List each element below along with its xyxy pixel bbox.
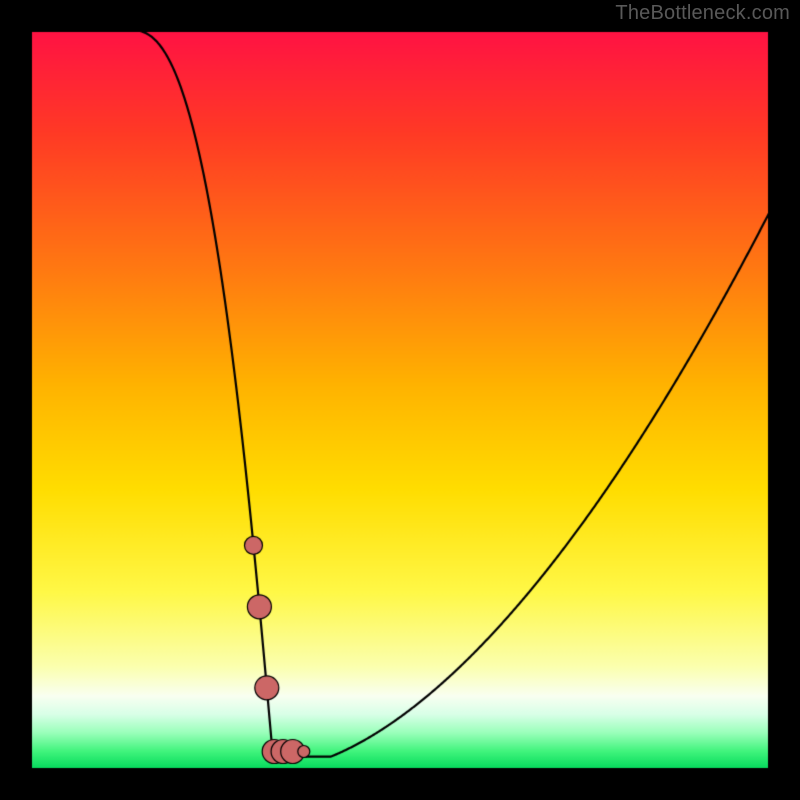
- bottleneck-chart-canvas: [0, 0, 800, 800]
- chart-container: TheBottleneck.com: [0, 0, 800, 800]
- watermark-text: TheBottleneck.com: [615, 2, 790, 25]
